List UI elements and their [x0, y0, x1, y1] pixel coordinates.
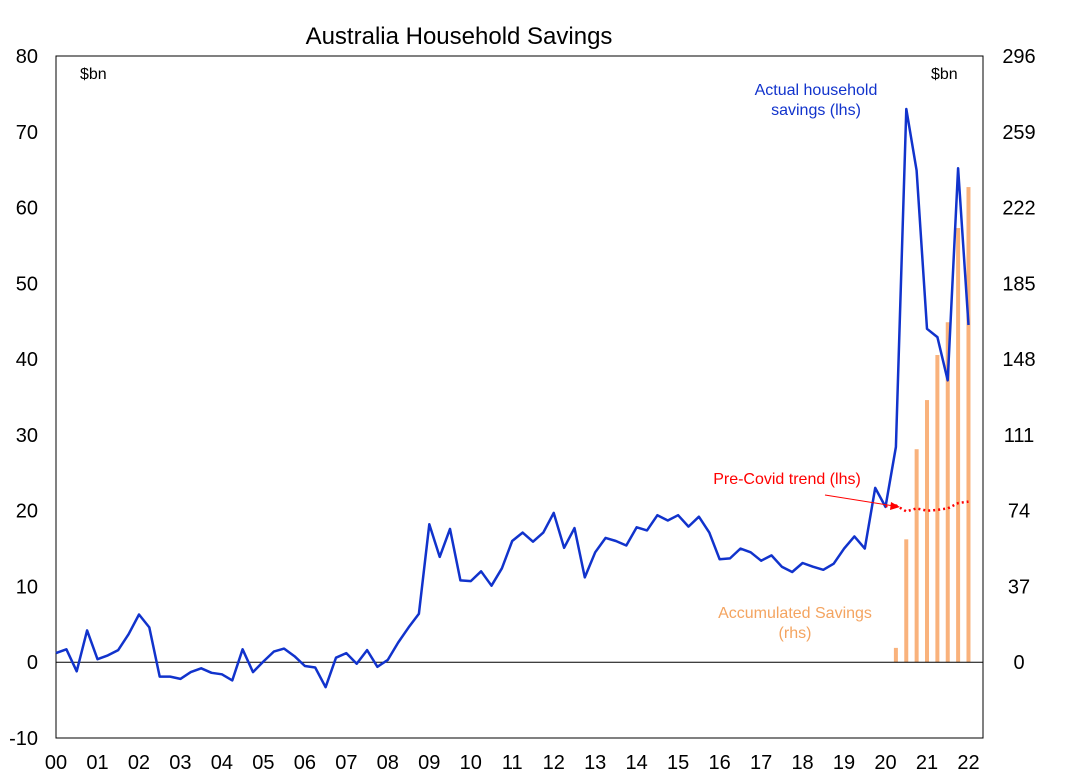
x-tick-label: 06 — [294, 752, 316, 774]
line-series — [55, 107, 970, 689]
x-tick-label: 13 — [584, 752, 606, 774]
accumulated-savings-bar — [945, 322, 950, 663]
x-tick-label: 07 — [335, 752, 357, 774]
x-tick-label: 09 — [418, 752, 440, 774]
accumulated-savings-bar — [893, 647, 898, 663]
right-tick-label: 148 — [1002, 349, 1035, 371]
left-tick-label: -10 — [9, 728, 38, 750]
ann-actual-text: savings (lhs) — [771, 102, 861, 119]
right-tick-label: 0 — [1013, 652, 1024, 674]
accumulated-savings-bar — [935, 355, 940, 663]
x-tick-label: 08 — [377, 752, 399, 774]
x-axis-ticks: 00 01 02 03 04 05 06 07 08 09 10 11 12 13 14 15 16 17 18 19… — [45, 752, 980, 774]
x-tick-label: 14 — [626, 752, 648, 774]
trend-callout-arrow — [824, 494, 895, 507]
accumulated-savings-bars — [893, 187, 971, 663]
accumulated-savings-bar — [914, 449, 919, 663]
right-tick-label: 37 — [1008, 576, 1030, 598]
right-tick-label: 185 — [1002, 273, 1035, 295]
left-axis-unit: $bn — [80, 66, 107, 83]
left-tick-label: 30 — [16, 425, 38, 447]
right-tick-label: 259 — [1002, 122, 1035, 144]
ann-trend-text: Pre-Covid trend (lhs) — [713, 471, 861, 488]
right-tick-label: 296 — [1002, 46, 1035, 68]
plot-area-frame — [55, 55, 984, 739]
left-tick-label: 20 — [16, 501, 38, 523]
x-tick-label: 10 — [460, 752, 482, 774]
left-tick-label: 70 — [16, 122, 38, 144]
trend-callout-arrowhead — [890, 502, 900, 510]
x-tick-label: 03 — [169, 752, 191, 774]
right-axis-unit: $bn — [931, 66, 958, 83]
left-tick-label: 50 — [16, 273, 38, 295]
x-tick-label: 16 — [708, 752, 730, 774]
x-tick-label: 04 — [211, 752, 233, 774]
left-tick-label: 40 — [16, 349, 38, 371]
x-tick-label: 19 — [833, 752, 855, 774]
chart-title: Australia Household Savings — [306, 23, 613, 50]
x-tick-label: 00 — [45, 752, 67, 774]
accumulated-savings-bar — [956, 228, 961, 663]
x-tick-label: 20 — [874, 752, 896, 774]
left-tick-label: 80 — [16, 46, 38, 68]
x-tick-label: 01 — [86, 752, 108, 774]
x-tick-label: 22 — [957, 752, 979, 774]
x-tick-label: 02 — [128, 752, 150, 774]
x-tick-label: 15 — [667, 752, 689, 774]
ann-actual-text: Actual household — [755, 82, 878, 99]
x-tick-label: 05 — [252, 752, 274, 774]
accumulated-savings-bar — [925, 400, 930, 663]
left-tick-label: 0 — [27, 652, 38, 674]
ann-accum-text: Accumulated Savings — [718, 605, 872, 622]
right-tick-label: 222 — [1002, 198, 1035, 220]
right-axis-ticks: 296 259 222 185 148 111 74 37 0 — [1002, 46, 1035, 674]
right-tick-label: 74 — [1008, 501, 1030, 523]
accumulated-savings-bar — [966, 187, 971, 663]
ann-accum-text: (rhs) — [779, 625, 812, 642]
x-tick-label: 21 — [916, 752, 938, 774]
right-tick-label: 111 — [1004, 425, 1034, 447]
x-tick-label: 12 — [543, 752, 565, 774]
annotations: Actual household savings (lhs) Pre-Covid t… — [713, 82, 877, 642]
accumulated-savings-bar — [904, 539, 909, 663]
left-axis-ticks: 80 70 60 50 40 30 20 10 0 -10 — [9, 46, 38, 750]
left-tick-label: 10 — [16, 576, 38, 598]
x-tick-label: 18 — [791, 752, 813, 774]
x-tick-label: 11 — [502, 752, 523, 774]
x-tick-label: 17 — [750, 752, 772, 774]
left-tick-label: 60 — [16, 198, 38, 220]
actual-savings-line — [55, 107, 970, 689]
